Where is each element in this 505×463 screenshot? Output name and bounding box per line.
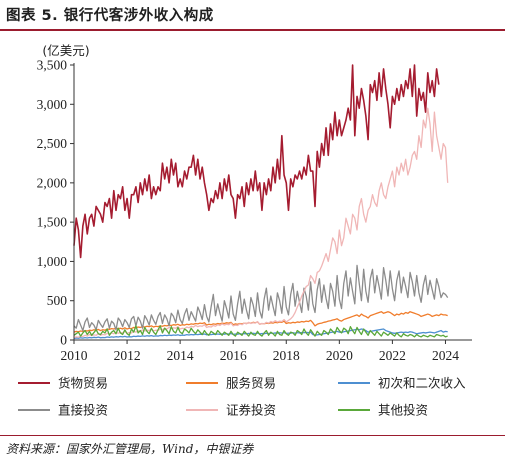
x-tick-label: 2018 bbox=[273, 348, 300, 363]
legend-label: 服务贸易 bbox=[226, 376, 276, 391]
figure-title: 图表 5. 银行代客涉外收入构成 bbox=[6, 8, 214, 24]
plot-area bbox=[73, 64, 449, 340]
y-tick-label: 2,500 bbox=[37, 136, 68, 151]
series-line-3 bbox=[73, 328, 448, 340]
source-rule bbox=[0, 435, 505, 436]
y-tick-label: 500 bbox=[47, 293, 68, 308]
x-tick-label: 2024 bbox=[432, 348, 459, 363]
series-line-6 bbox=[73, 325, 448, 338]
x-tick-label: 2016 bbox=[220, 348, 247, 363]
x-tick-label: 2010 bbox=[61, 348, 88, 363]
legend-label: 其他投资 bbox=[378, 403, 428, 418]
y-tick-label: 1,000 bbox=[37, 254, 68, 269]
axes: (亿美元) 0 500 1,000 1,500 2,000 2,500 3,000 3,500 2… bbox=[37, 43, 472, 363]
source-note: 资料来源：国家外汇管理局，Wind，中银证券 bbox=[6, 442, 254, 456]
y-tick-label: 2,000 bbox=[37, 175, 68, 190]
x-tick-label: 2012 bbox=[114, 348, 141, 363]
y-tick-label: 0 bbox=[60, 333, 67, 348]
x-tick-label: 2020 bbox=[326, 348, 353, 363]
legend-label: 直接投资 bbox=[58, 403, 108, 418]
y-unit-label: (亿美元) bbox=[42, 43, 89, 58]
series-line-4 bbox=[73, 264, 449, 332]
y-tick-label: 1,500 bbox=[37, 215, 68, 230]
title-rule bbox=[0, 29, 505, 31]
x-tick-label: 2014 bbox=[167, 348, 194, 363]
legend-label: 证券投资 bbox=[226, 403, 276, 418]
series-line-1 bbox=[73, 64, 440, 259]
legend-label: 初次和二次收入 bbox=[378, 376, 466, 391]
y-tick-label: 3,000 bbox=[37, 97, 68, 112]
series-line-5 bbox=[73, 107, 449, 339]
legend-label: 货物贸易 bbox=[58, 376, 108, 391]
y-tick-label: 3,500 bbox=[37, 58, 68, 73]
x-tick-label: 2022 bbox=[379, 348, 406, 363]
